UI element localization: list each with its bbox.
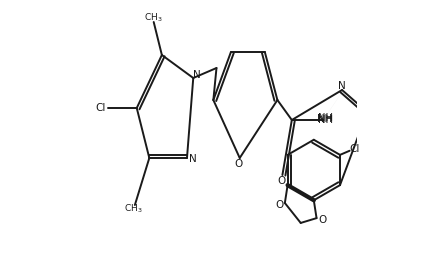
Text: CH$_3$: CH$_3$ xyxy=(124,203,143,215)
Text: NH: NH xyxy=(318,113,332,123)
Text: CH$_3$: CH$_3$ xyxy=(145,12,163,24)
Text: O: O xyxy=(277,176,285,186)
Text: O: O xyxy=(318,215,326,225)
Text: N: N xyxy=(193,70,201,80)
Text: Cl: Cl xyxy=(350,144,360,154)
Text: NH: NH xyxy=(318,115,333,125)
Text: O: O xyxy=(234,159,243,169)
Text: N: N xyxy=(189,154,197,164)
Text: O: O xyxy=(275,200,283,210)
Text: N: N xyxy=(338,81,346,91)
Text: NH: NH xyxy=(317,114,332,125)
Text: Cl: Cl xyxy=(96,103,106,113)
